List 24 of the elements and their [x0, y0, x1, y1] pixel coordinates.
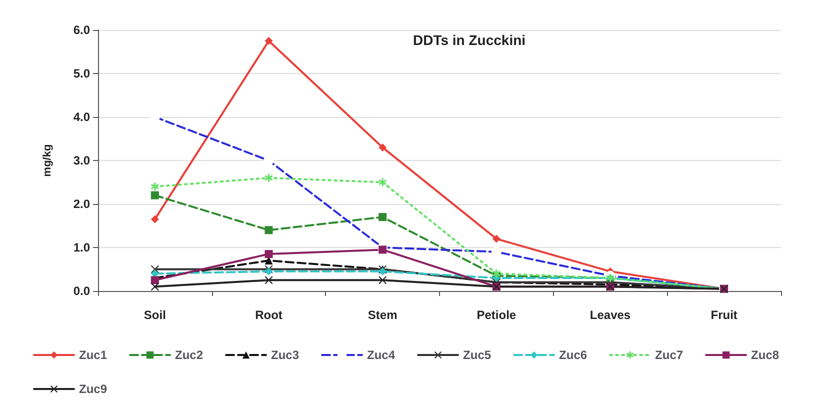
y-tick-label: 0.0 — [73, 284, 90, 298]
y-tick-label: 6.0 — [73, 23, 90, 37]
legend-label: Zuc6 — [559, 348, 588, 362]
x-tick-label: Fruit — [710, 308, 738, 322]
x-tick-label: Petiole — [476, 308, 516, 322]
x-tick-label: Root — [255, 308, 282, 322]
legend-label: Zuc3 — [271, 348, 300, 362]
y-axis-title: mg/kg — [42, 144, 54, 177]
legend-label: Zuc9 — [79, 382, 108, 396]
legend-label: Zuc4 — [367, 348, 396, 362]
y-tick-label: 4.0 — [73, 110, 90, 124]
legend-label: Zuc2 — [175, 348, 204, 362]
legend-label: Zuc8 — [751, 348, 780, 362]
y-tick-label: 1.0 — [73, 240, 90, 254]
chart-title: DDTs in Zucckini — [413, 32, 526, 48]
x-tick-label: Leaves — [590, 308, 631, 322]
y-tick-label: 5.0 — [73, 66, 90, 80]
legend-label: Zuc5 — [463, 348, 492, 362]
x-tick-label: Soil — [144, 308, 166, 322]
y-tick-label: 2.0 — [73, 197, 90, 211]
y-tick-label: 3.0 — [73, 154, 90, 168]
legend-label: Zuc7 — [655, 348, 684, 362]
x-tick-label: Stem — [368, 308, 398, 322]
legend-label: Zuc1 — [79, 348, 108, 362]
